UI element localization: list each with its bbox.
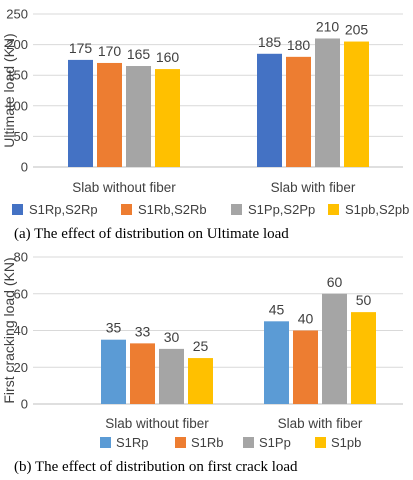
chart-b-category-label: Slab with fiber: [278, 416, 363, 431]
chart-a-ytick-label: 0: [21, 160, 28, 175]
chart-b-bar: [293, 330, 318, 404]
chart-a-bar: [68, 59, 93, 167]
chart-b-ytick-label: 80: [14, 250, 28, 265]
chart-a-legend-label: S1pb,S2pb: [345, 202, 409, 217]
chart-b-bar: [264, 321, 289, 404]
chart-a-bar: [126, 66, 151, 167]
chart-a-ytick-label: 250: [6, 7, 28, 22]
chart-b-bar: [101, 339, 126, 404]
chart-b-legend-label: S1pb: [331, 435, 361, 450]
chart-b-legend-swatch: [315, 437, 326, 448]
chart-a-caption: (a) The effect of distribution on Ultima…: [14, 226, 289, 242]
chart-b-category-label: Slab without fiber: [105, 416, 209, 431]
chart-a-data-label: 165: [127, 46, 151, 62]
chart-a-legend-swatch: [231, 204, 242, 215]
chart-a-legend-label: S1Pp,S2Pp: [248, 202, 315, 217]
chart-b-data-label: 50: [356, 292, 372, 308]
chart-a-data-label: 185: [258, 34, 282, 50]
chart-a-data-label: 175: [69, 40, 93, 56]
chart-a-legend-swatch: [121, 204, 132, 215]
chart-b-bar: [130, 343, 155, 404]
chart-a-category-label: Slab with fiber: [271, 180, 356, 195]
chart-a-y-axis-label: Ultimate load (KN): [1, 33, 17, 147]
chart-a-bar: [315, 38, 340, 168]
chart-b-legend-swatch: [175, 437, 186, 448]
chart-a-ytick-label: 200: [6, 37, 28, 52]
chart-a-legend-swatch: [328, 204, 339, 215]
chart-b-data-label: 45: [269, 301, 285, 317]
chart-b-data-label: 40: [298, 311, 314, 327]
chart-b-data-label: 30: [164, 329, 180, 345]
chart-b-ytick-label: 0: [21, 397, 28, 412]
chart-a-bar: [344, 41, 369, 167]
chart-b-bar: [159, 348, 184, 404]
chart-a-ytick-label: 100: [6, 98, 28, 113]
chart-b-data-label: 60: [327, 274, 343, 290]
chart-a-bar: [97, 62, 122, 167]
chart-b-legend-swatch: [100, 437, 111, 448]
chart-a-data-label: 210: [316, 18, 340, 34]
chart-a-bar: [257, 53, 282, 167]
chart-a-data-label: 205: [345, 22, 369, 38]
chart-b-data-label: 25: [193, 338, 209, 354]
chart-a-category-label: Slab without fiber: [72, 180, 176, 195]
chart-a-legend-swatch: [12, 204, 23, 215]
chart-b-y-axis-label: First cracking load (KN): [1, 257, 17, 403]
chart-a-ytick-label: 50: [14, 129, 28, 144]
chart-b-bar: [322, 293, 347, 404]
chart-a-legend-label: S1Rb,S2Rb: [138, 202, 207, 217]
chart-a-bar: [155, 69, 180, 167]
chart-b-bar: [188, 358, 213, 404]
chart-a-legend-label: S1Rp,S2Rp: [29, 202, 98, 217]
chart-b-caption: (b) The effect of distribution on first …: [14, 459, 298, 475]
chart-b-legend-swatch: [243, 437, 254, 448]
chart-a-bar: [286, 56, 311, 168]
chart-b-ytick-label: 60: [14, 286, 28, 301]
chart-b-legend-label: S1Rb: [191, 435, 224, 450]
chart-b-ytick-label: 40: [14, 323, 28, 338]
chart-b-ytick-label: 20: [14, 360, 28, 375]
chart-a-data-label: 180: [287, 37, 311, 53]
chart-a-ytick-label: 150: [6, 68, 28, 83]
chart-b-bar: [351, 312, 376, 404]
chart-a-data-label: 160: [156, 49, 180, 65]
chart-b-legend-label: S1Rp: [116, 435, 149, 450]
chart-b-data-label: 35: [106, 320, 122, 336]
chart-a-data-label: 170: [98, 43, 122, 59]
chart-b-data-label: 33: [135, 323, 151, 339]
chart-b-legend-label: S1Pp: [259, 435, 291, 450]
